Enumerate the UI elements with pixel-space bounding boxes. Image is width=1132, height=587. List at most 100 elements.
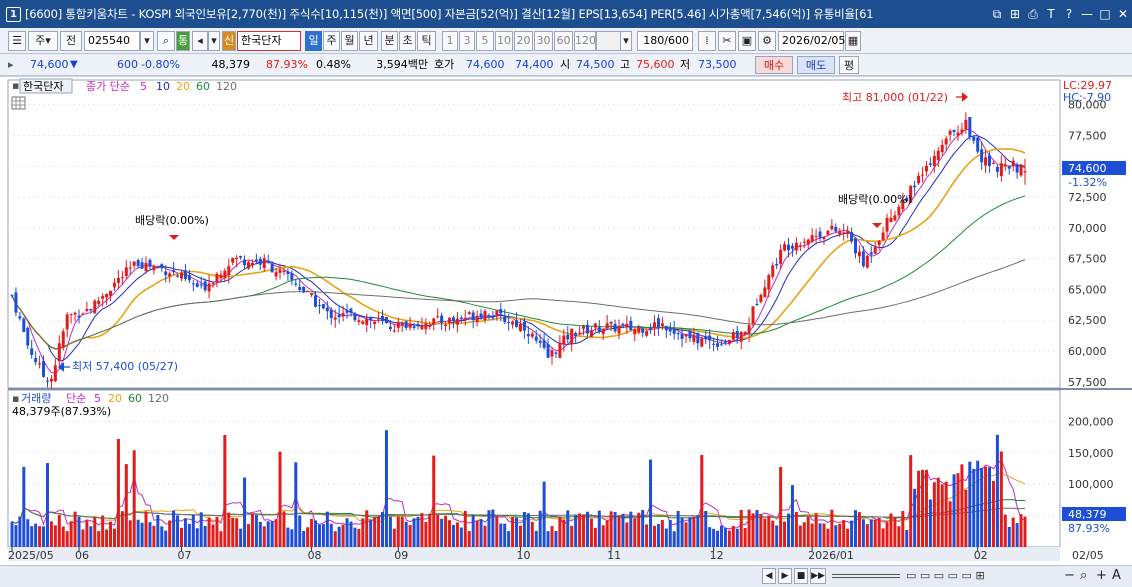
period-select[interactable]: 주▾ (28, 31, 58, 51)
calendar-icon[interactable]: ▦ (845, 31, 861, 51)
close-icon[interactable]: ✕ (1117, 7, 1129, 21)
candle-body (672, 328, 676, 334)
interval-20[interactable]: 20 (514, 31, 533, 51)
price-y-tick: 62,500 (1068, 314, 1107, 327)
collapse-icon[interactable]: ▸ (8, 58, 14, 71)
vol-legend-ma60[interactable]: 60 (128, 392, 142, 405)
legend-ma60[interactable]: 60 (196, 80, 210, 93)
candle-body (905, 197, 909, 202)
zoom-fit-icon[interactable]: ⌕ (1080, 568, 1088, 583)
font-size-icon[interactable]: A (1112, 568, 1121, 583)
volume-bar (968, 461, 972, 547)
buy-button[interactable]: 매수 (755, 56, 793, 74)
volume-bar (199, 512, 203, 547)
volume-bar (834, 525, 838, 547)
data-count-field[interactable]: 180/600 (637, 31, 693, 51)
tab-day[interactable]: 일 (305, 31, 322, 51)
volume-bar (775, 525, 779, 547)
tab-min[interactable]: 분 (381, 31, 398, 51)
tab-month[interactable]: 월 (341, 31, 358, 51)
volume-legend-title[interactable]: 단순 (66, 392, 86, 405)
vol-legend-ma5[interactable]: 5 (94, 392, 101, 405)
speaker-icon[interactable]: ◂ (192, 31, 208, 51)
tab-week[interactable]: 주 (323, 31, 340, 51)
volume-bar (515, 517, 519, 547)
interval-1[interactable]: 1 (442, 31, 458, 51)
vol-legend-ma120[interactable]: 120 (148, 392, 169, 405)
ask-label: 호가 (434, 58, 455, 71)
minimize-icon[interactable]: — (1081, 7, 1093, 21)
chart-svg[interactable]: 80,00077,50075,00072,50070,00067,50065,0… (0, 77, 1132, 565)
grid-table-icon[interactable] (11, 96, 26, 110)
volume-bar (857, 512, 861, 547)
volume-bar (18, 516, 22, 547)
play-icon[interactable]: ▶ (778, 568, 792, 584)
menu-icon[interactable]: ☰ (8, 31, 26, 51)
volume-bar (1003, 514, 1007, 547)
stock-name-field[interactable]: 한국단자 (237, 31, 301, 51)
panel-handle-icon[interactable]: ▪ (12, 392, 19, 405)
volume-bar (909, 455, 913, 547)
fast-forward-icon[interactable]: ▶▶ (810, 568, 826, 584)
interval-5[interactable]: 5 (476, 31, 494, 51)
volume-bar (298, 515, 302, 547)
chevron-down-icon[interactable]: ▾ (208, 31, 220, 51)
interval-120[interactable]: 120 (574, 31, 596, 51)
candle-body (30, 348, 34, 356)
text-icon[interactable]: T (1047, 7, 1055, 21)
chevron-down-icon[interactable]: ▾ (140, 31, 154, 51)
interval-30[interactable]: 30 (534, 31, 553, 51)
tab-year[interactable]: 년 (359, 31, 378, 51)
volume-title[interactable]: 거래량 (21, 392, 51, 405)
interval-3[interactable]: 3 (459, 31, 475, 51)
zoom-in-icon[interactable]: + (1096, 568, 1107, 583)
tab-sec[interactable]: 초 (399, 31, 416, 51)
panel-handle-icon[interactable]: ▪ (12, 79, 19, 92)
maximize-icon[interactable]: □ (1099, 7, 1111, 21)
candle-body (854, 238, 858, 254)
interval-10[interactable]: 10 (495, 31, 513, 51)
volume-bar (231, 517, 235, 547)
link-icon[interactable]: ⊞ (1009, 7, 1021, 21)
search-icon[interactable]: ⌕ (157, 31, 175, 51)
legend-title[interactable]: 종가 단순 (86, 80, 130, 93)
legend-ma20[interactable]: 20 (176, 80, 190, 93)
chevron-down-icon[interactable]: ▾ (620, 31, 632, 51)
date-field[interactable]: 2026/02/05 (778, 31, 845, 51)
scissors-icon[interactable]: ✂ (718, 31, 736, 51)
legend-ma5[interactable]: 5 (140, 80, 147, 93)
save-icon[interactable]: ▣ (738, 31, 756, 51)
stop-icon[interactable]: ■ (794, 568, 808, 584)
prev-button[interactable]: 전 (60, 31, 82, 51)
volume-bar (668, 519, 672, 547)
legend-ma10[interactable]: 10 (156, 80, 170, 93)
price-panel-name[interactable]: 한국단자 (23, 80, 63, 93)
volume-bar (779, 466, 783, 547)
candle-body (223, 270, 227, 279)
candle-body (179, 272, 183, 279)
candle-body (53, 365, 57, 382)
vol-legend-ma20[interactable]: 20 (108, 392, 122, 405)
gear-icon[interactable]: ⚙ (758, 31, 776, 51)
eval-button[interactable]: 평 (839, 56, 859, 74)
tag-tong[interactable]: 통 (176, 31, 190, 51)
print-icon[interactable]: ⎙ (1028, 6, 1038, 21)
tool-icons[interactable]: ▭ ▭ ▭ ▭ ▭ ⊞ (906, 569, 985, 582)
candle-body (369, 317, 373, 321)
zoom-slider[interactable] (832, 574, 900, 578)
help-icon[interactable]: ? (1065, 7, 1073, 21)
chart-type-icon[interactable]: ⁞ (698, 31, 716, 51)
restore-icon[interactable]: ⧉ (992, 6, 1002, 21)
interval-60[interactable]: 60 (554, 31, 573, 51)
volume-bar (582, 514, 586, 547)
stock-code-input[interactable]: 025540 (84, 31, 140, 51)
volume-bar (593, 527, 597, 547)
zoom-out-icon[interactable]: − (1064, 568, 1075, 583)
sell-button[interactable]: 매도 (797, 56, 835, 74)
volume-bar (846, 528, 850, 547)
prev-icon[interactable]: ◀ (762, 568, 776, 584)
chart-area[interactable]: 80,00077,50075,00072,50070,00067,50065,0… (0, 77, 1132, 565)
legend-ma120[interactable]: 120 (216, 80, 237, 93)
tab-tick[interactable]: 틱 (417, 31, 436, 51)
volume-bar (649, 459, 653, 547)
